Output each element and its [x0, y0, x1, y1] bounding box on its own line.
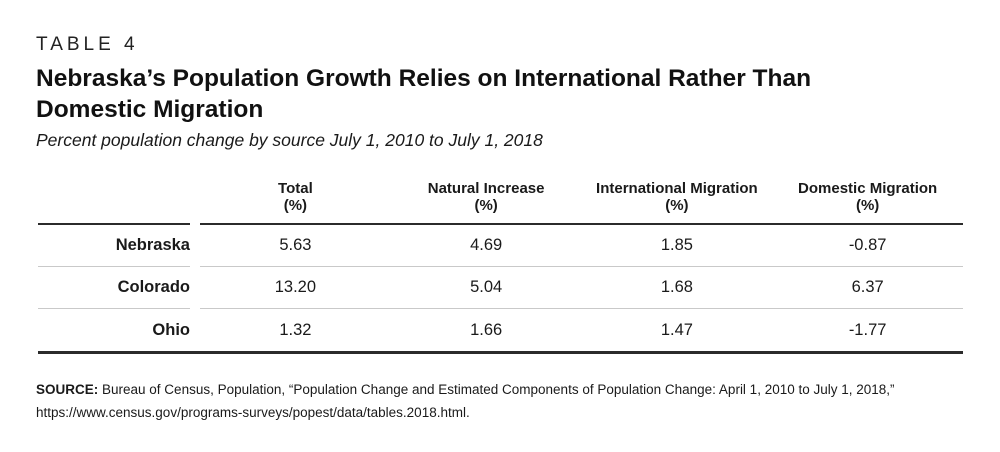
row-label: Colorado — [38, 267, 190, 309]
value-cell: 1.68 — [581, 267, 773, 309]
column-header-name: International Migration — [596, 180, 758, 197]
value-cell: 1.32 — [279, 320, 312, 339]
table-number-label: TABLE 4 — [36, 34, 139, 55]
row-label: Nebraska — [38, 225, 190, 267]
column-gap — [190, 267, 200, 309]
value-cell: 6.37 — [772, 267, 963, 309]
value-cell: -1.77 — [848, 320, 887, 339]
value-cell: 1.66 — [470, 320, 503, 339]
row-header-spacer — [38, 214, 190, 225]
value-cell: 4.69 — [390, 225, 582, 267]
table-bottom-rule — [38, 351, 963, 354]
column-header-unit: (%) — [474, 197, 498, 214]
column-gap — [190, 309, 200, 351]
value-cell: 1.85 — [581, 225, 773, 267]
column-header: Total (%) — [200, 180, 391, 225]
column-header-name: Domestic Migration — [798, 180, 938, 197]
column-header-unit: (%) — [855, 197, 880, 214]
figure-content: TABLE 4 Nebraska’s Population Growth Rel… — [36, 34, 963, 424]
source-note: SOURCE: Bureau of Census, Population, “P… — [36, 378, 941, 424]
table-row: Colorado 13.20 5.04 1.68 6.37 — [38, 267, 963, 309]
column-header-name: Natural Increase — [427, 180, 545, 197]
column-header: Domestic Migration (%) — [772, 180, 963, 225]
column-header-unit: (%) — [283, 197, 308, 214]
table-row: Nebraska 5.63 4.69 1.85 -0.87 — [38, 225, 963, 267]
value-cell: 1.47 — [660, 320, 693, 339]
value-cell: 5.63 — [200, 225, 391, 267]
column-gap — [190, 225, 200, 267]
table-header-row: Total (%) Natural Increase (%) International… — [38, 180, 963, 225]
column-header: International Migration (%) — [581, 180, 773, 225]
table-subtitle: Percent population change by source July… — [36, 130, 543, 150]
source-label: SOURCE: — [36, 381, 99, 397]
column-header-name: Total — [278, 180, 313, 197]
source-text: Bureau of Census, Population, “Populatio… — [36, 381, 895, 420]
table-row: Ohio 1.32 1.66 1.47 -1.77 — [38, 309, 963, 351]
value-cell: -0.87 — [772, 225, 963, 267]
population-table: Total (%) Natural Increase (%) International… — [38, 180, 963, 351]
value-cell: 13.20 — [200, 267, 391, 309]
table-title: Nebraska’s Population Growth Relies on I… — [36, 65, 812, 123]
row-label: Ohio — [152, 320, 190, 339]
value-cell: 5.04 — [390, 267, 582, 309]
column-header-unit: (%) — [665, 197, 689, 214]
column-header: Natural Increase (%) — [390, 180, 582, 225]
